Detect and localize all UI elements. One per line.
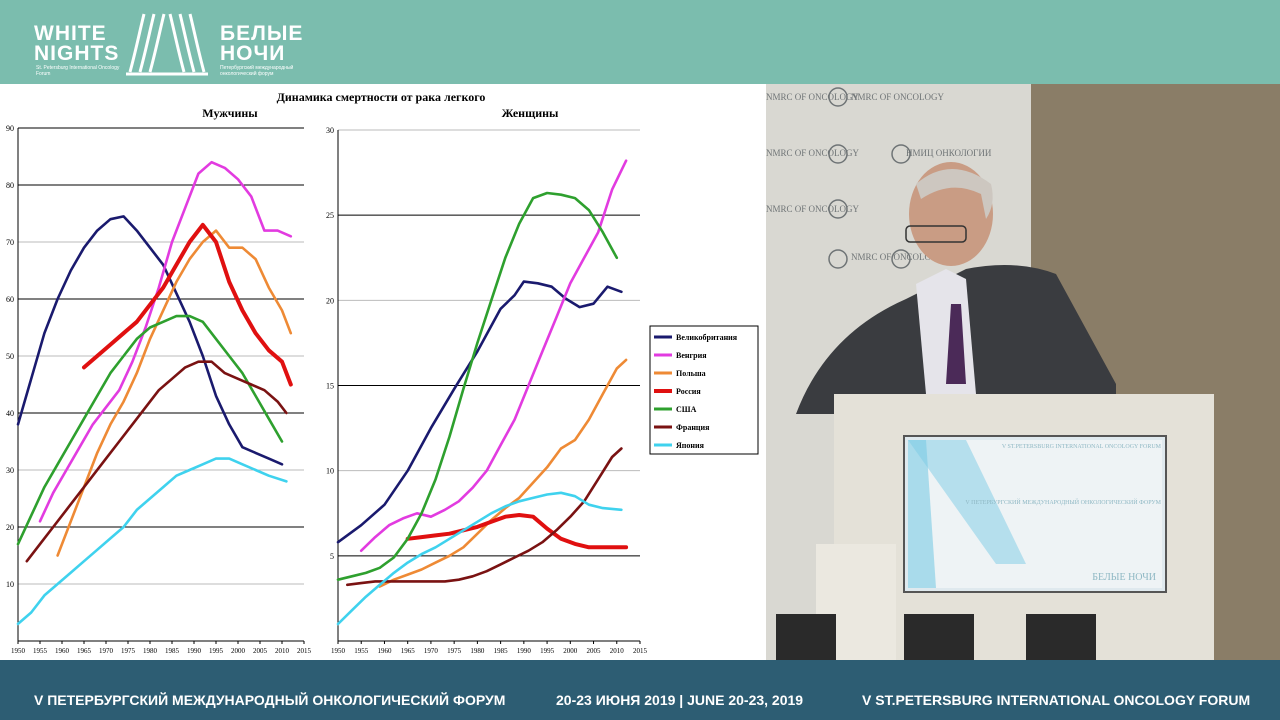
men-y-tick-label: 60 <box>6 295 14 304</box>
header-banner: WHITE NIGHTS St. Petersburg Internationa… <box>0 0 1280 84</box>
lung-cancer-mortality-charts: Динамика смертности от рака легкого Мужч… <box>6 90 759 655</box>
men-series-line <box>16 314 284 546</box>
speaker-video: NMRC OF ONCOLOGY NMRC OF ONCOLOGY NMRC O… <box>766 84 1280 660</box>
men-x-tick-label: 1960 <box>55 647 70 655</box>
men-x-tick-label: 1955 <box>33 647 48 655</box>
men-series-line <box>16 215 284 466</box>
legend-label: Венгрия <box>676 351 707 360</box>
men-y-tick-label: 40 <box>6 409 14 418</box>
men-x-tick-label: 1985 <box>165 647 180 655</box>
women-series-line <box>378 358 628 588</box>
women-y-tick-label: 25 <box>326 211 334 220</box>
women-series-line <box>345 447 623 587</box>
women-x-tick-label: 2005 <box>587 647 602 655</box>
men-x-tick-label: 1970 <box>99 647 114 655</box>
speaker-scene: NMRC OF ONCOLOGY NMRC OF ONCOLOGY NMRC O… <box>766 84 1280 660</box>
women-x-tick-label: 1975 <box>447 647 462 655</box>
men-x-tick-label: 2000 <box>231 647 246 655</box>
women-series-line <box>336 191 619 582</box>
women-y-tick-label: 5 <box>330 552 334 561</box>
legend-label: Россия <box>676 387 701 396</box>
women-x-tick-label: 2015 <box>633 647 648 655</box>
men-chart: 10 20 30 40 50 60 70 80 90 1950 1955 1960 1965 1970 19… <box>6 124 312 655</box>
logo-ru-line2: НОЧИ <box>220 42 286 65</box>
wall-logo-text: NMRC OF ONCOLOGY <box>766 92 860 102</box>
women-x-tick-label: 1995 <box>540 647 555 655</box>
men-series-line <box>16 457 288 626</box>
women-x-tick-label: 2010 <box>610 647 625 655</box>
logo-en-line2: NIGHTS <box>34 42 120 65</box>
men-x-tick-label: 1980 <box>143 647 158 655</box>
women-y-tick-label: 30 <box>326 126 334 135</box>
logo-ru-line1: БЕЛЫЕ <box>220 22 304 45</box>
footer-forum-name-ru: V ПЕТЕРБУРГСКИЙ МЕЖДУНАРОДНЫЙ ОНКОЛОГИЧЕ… <box>34 692 506 708</box>
women-series-line <box>336 491 623 626</box>
men-series-line <box>82 222 293 387</box>
footer-forum-name-en: V ST.PETERSBURG INTERNATIONAL ONCOLOGY F… <box>862 692 1251 708</box>
women-y-tick-label: 10 <box>326 467 334 476</box>
women-series-line <box>359 159 628 553</box>
women-x-tick-label: 1980 <box>470 647 485 655</box>
women-y-tick-label: 20 <box>326 296 334 305</box>
women-x-tick-label: 1950 <box>331 647 346 655</box>
men-x-tick-label: 2005 <box>253 647 268 655</box>
men-y-tick-label: 10 <box>6 580 14 589</box>
men-series-line <box>56 229 293 557</box>
men-x-tick-label: 1965 <box>77 647 92 655</box>
slide-title: Динамика смертности от рака легкого <box>277 90 486 104</box>
legend-label: Великобритания <box>676 333 738 342</box>
women-x-tick-label: 2000 <box>563 647 578 655</box>
presentation-slide: Динамика смертности от рака легкого Мужч… <box>0 84 766 660</box>
women-series-line <box>405 513 629 550</box>
chart-legend: Великобритания Венгрия Польша Россия США Фран… <box>649 325 759 455</box>
women-chart: 5 10 15 20 25 30 1950 1955 1960 1965 1970 1975 1980 1… <box>326 126 648 655</box>
men-x-tick-label: 1990 <box>187 647 202 655</box>
women-x-tick-label: 1960 <box>377 647 392 655</box>
legend-label: США <box>676 405 697 414</box>
men-y-tick-label: 50 <box>6 352 14 361</box>
women-x-tick-label: 1965 <box>401 647 416 655</box>
men-series-line <box>38 160 293 523</box>
women-x-tick-label: 1985 <box>494 647 509 655</box>
women-x-tick-label: 1970 <box>424 647 439 655</box>
women-x-tick-label: 1990 <box>517 647 532 655</box>
screen-line1: V ST.PETERSBURG INTERNATIONAL ONCOLOGY F… <box>1002 444 1162 450</box>
screen-logo: БЕЛЫЕ НОЧИ <box>1092 572 1156 583</box>
men-x-tick-label: 2010 <box>275 647 290 655</box>
chart-title-men: Мужчины <box>202 106 258 120</box>
forum-logo-icon <box>126 13 208 76</box>
men-y-tick-label: 90 <box>6 124 14 133</box>
women-series-line <box>336 280 623 544</box>
logo-ru-subtitle: Петербургский международный онкологическ… <box>220 65 294 77</box>
men-y-tick-label: 20 <box>6 523 14 532</box>
legend-label: Польша <box>676 369 706 378</box>
women-x-tick-label: 1955 <box>354 647 369 655</box>
logo-en-subtitle: St. Petersburg International Oncology Fo… <box>36 65 120 77</box>
chart-title-women: Женщины <box>502 106 559 120</box>
men-y-tick-label: 70 <box>6 238 14 247</box>
women-y-tick-label: 15 <box>326 382 334 391</box>
legend-label: Япония <box>676 441 705 450</box>
screen-line2: V ПЕТЕРБУРГСКИЙ МЕЖДУНАРОДНЫЙ ОНКОЛОГИЧЕ… <box>965 498 1161 506</box>
men-x-tick-label: 1975 <box>121 647 136 655</box>
men-y-tick-label: 30 <box>6 466 14 475</box>
men-y-tick-label: 80 <box>6 181 14 190</box>
men-x-tick-label: 1995 <box>209 647 224 655</box>
wall-logo-text: NMRC OF ONCOLOGY <box>766 148 860 158</box>
logo-en-line1: WHITE <box>34 22 107 45</box>
men-x-tick-label: 2015 <box>297 647 312 655</box>
footer-banner: V ПЕТЕРБУРГСКИЙ МЕЖДУНАРОДНЫЙ ОНКОЛОГИЧЕ… <box>0 660 1280 720</box>
wall-logo-text: NMRC OF ONCOLOGY <box>766 204 860 214</box>
wall-logo-text: NMRC OF ONCOLOGY <box>851 252 945 262</box>
men-series-line <box>25 360 288 563</box>
footer-dates: 20-23 ИЮНЯ 2019 | JUNE 20-23, 2019 <box>556 692 804 708</box>
wall-logo-text: NMRC OF ONCOLOGY <box>851 92 945 102</box>
legend-label: Франция <box>676 423 710 432</box>
wall-logo-text: НМИЦ ОНКОЛОГИИ <box>906 148 992 158</box>
men-x-tick-label: 1950 <box>11 647 26 655</box>
